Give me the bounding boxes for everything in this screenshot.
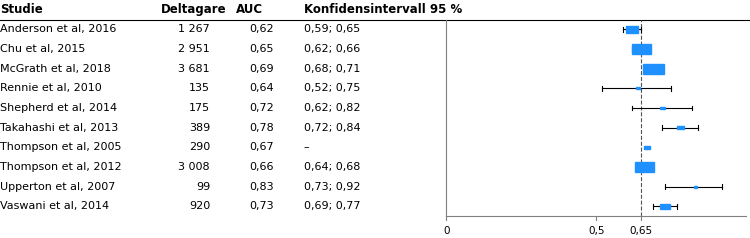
- Text: 0,83: 0,83: [249, 182, 274, 192]
- Text: 290: 290: [189, 143, 210, 153]
- FancyBboxPatch shape: [694, 186, 697, 188]
- Text: 99: 99: [196, 182, 210, 192]
- FancyBboxPatch shape: [634, 162, 654, 172]
- Text: 2 951: 2 951: [178, 44, 210, 54]
- FancyBboxPatch shape: [626, 26, 638, 33]
- Text: Shepherd et al, 2014: Shepherd et al, 2014: [0, 103, 117, 113]
- Text: 0,72: 0,72: [249, 103, 274, 113]
- Text: Rennie et al, 2010: Rennie et al, 2010: [0, 84, 102, 94]
- Text: 0,68; 0,71: 0,68; 0,71: [304, 64, 360, 74]
- FancyBboxPatch shape: [660, 107, 664, 109]
- Text: 0,73; 0,92: 0,73; 0,92: [304, 182, 360, 192]
- Text: Konfidensintervall 95 %: Konfidensintervall 95 %: [304, 3, 462, 16]
- Text: 0,62; 0,66: 0,62; 0,66: [304, 44, 360, 54]
- Text: 0,67: 0,67: [249, 143, 274, 153]
- FancyBboxPatch shape: [644, 146, 650, 149]
- Text: Anderson et al, 2016: Anderson et al, 2016: [0, 25, 116, 35]
- FancyBboxPatch shape: [632, 45, 651, 54]
- Text: 0,5: 0,5: [588, 226, 604, 236]
- Text: 0,59; 0,65: 0,59; 0,65: [304, 25, 360, 35]
- Text: 0,64: 0,64: [249, 84, 274, 94]
- Text: 3 681: 3 681: [178, 64, 210, 74]
- Text: 0,65: 0,65: [630, 226, 652, 236]
- Text: Deltagare: Deltagare: [161, 3, 226, 16]
- Text: Upperton et al, 2007: Upperton et al, 2007: [0, 182, 116, 192]
- Text: Studie: Studie: [0, 3, 43, 16]
- Text: 0,66: 0,66: [249, 162, 274, 172]
- Text: 0: 0: [443, 226, 449, 236]
- Text: 0,69; 0,77: 0,69; 0,77: [304, 201, 360, 211]
- Text: –: –: [304, 143, 309, 153]
- FancyBboxPatch shape: [660, 204, 670, 209]
- Text: McGrath et al, 2018: McGrath et al, 2018: [0, 64, 111, 74]
- Text: 135: 135: [189, 84, 210, 94]
- Text: 920: 920: [189, 201, 210, 211]
- Text: 175: 175: [189, 103, 210, 113]
- Text: Takahashi et al, 2013: Takahashi et al, 2013: [0, 123, 118, 133]
- Text: 0,52; 0,75: 0,52; 0,75: [304, 84, 360, 94]
- Text: 0,69: 0,69: [249, 64, 274, 74]
- FancyBboxPatch shape: [636, 88, 640, 89]
- Text: AUC: AUC: [236, 3, 263, 16]
- FancyBboxPatch shape: [643, 64, 664, 74]
- Text: 1 267: 1 267: [178, 25, 210, 35]
- Text: Vaswani et al, 2014: Vaswani et al, 2014: [0, 201, 110, 211]
- Text: 389: 389: [189, 123, 210, 133]
- Text: 0,78: 0,78: [249, 123, 274, 133]
- Text: 3 008: 3 008: [178, 162, 210, 172]
- Text: 0,62: 0,62: [249, 25, 274, 35]
- Text: 0,64; 0,68: 0,64; 0,68: [304, 162, 360, 172]
- Text: 0,65: 0,65: [249, 44, 274, 54]
- Text: Thompson et al, 2012: Thompson et al, 2012: [0, 162, 122, 172]
- Text: 0,73: 0,73: [249, 201, 274, 211]
- FancyBboxPatch shape: [676, 126, 684, 129]
- Text: 0,62; 0,82: 0,62; 0,82: [304, 103, 360, 113]
- Text: 0,72; 0,84: 0,72; 0,84: [304, 123, 360, 133]
- Text: Thompson et al, 2005: Thompson et al, 2005: [0, 143, 122, 153]
- Text: Chu et al, 2015: Chu et al, 2015: [0, 44, 86, 54]
